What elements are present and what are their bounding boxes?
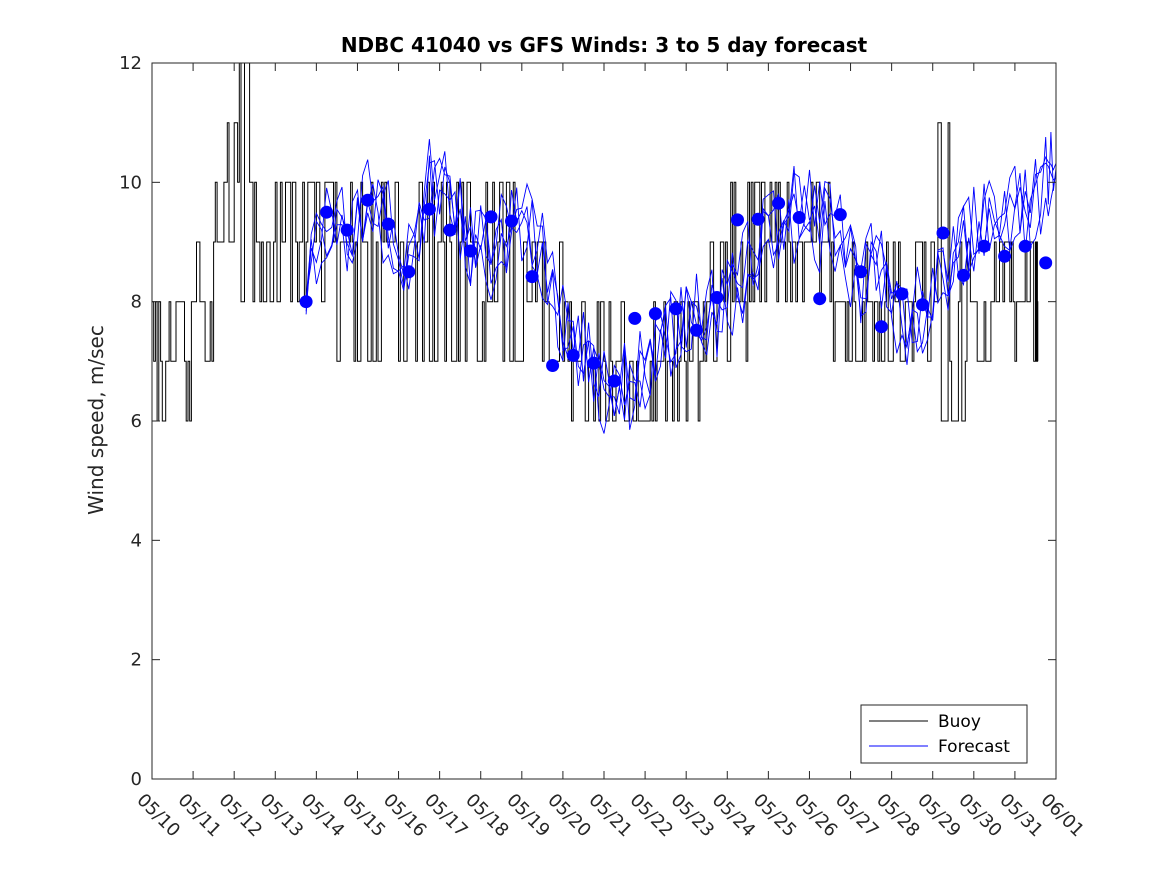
forecast-marker: [710, 291, 724, 304]
forecast-markers: [299, 193, 1053, 388]
forecast-marker: [936, 226, 950, 240]
forecast-marker: [916, 298, 929, 312]
forecast-marker: [607, 374, 621, 388]
forecast-marker: [402, 265, 416, 279]
forecast-marker: [546, 359, 560, 372]
y-tick-label: 6: [131, 411, 142, 432]
forecast-marker: [874, 320, 888, 334]
y-tick-label: 8: [131, 292, 142, 313]
forecast-marker: [690, 323, 703, 337]
y-tick-label: 10: [119, 172, 142, 193]
legend-forecast-label: Forecast: [938, 737, 1010, 757]
forecast-marker: [957, 268, 970, 282]
forecast-marker: [381, 217, 395, 231]
chart-title: NDBC 41040 vs GFS Winds: 3 to 5 day fore…: [341, 33, 868, 57]
forecast-marker: [1039, 256, 1053, 270]
forecast-marker: [895, 287, 909, 301]
y-axis-ticks: 0 2 4 6 8 10 12: [119, 53, 1056, 790]
forecast-marker: [977, 239, 991, 253]
forecast-marker: [505, 214, 518, 228]
forecast-marker: [320, 205, 334, 219]
forecast-marker: [792, 211, 806, 224]
forecast-marker: [833, 208, 847, 222]
forecast-line: [305, 131, 1057, 430]
forecast-marker: [484, 210, 498, 224]
forecast-marker: [772, 196, 786, 210]
forecast-marker: [854, 265, 868, 279]
forecast-marker: [731, 213, 744, 227]
forecast-marker: [1018, 239, 1032, 253]
forecast-line: [305, 139, 1057, 416]
forecast-marker: [340, 223, 354, 237]
plot-area: [152, 63, 1056, 779]
forecast-marker: [525, 270, 539, 284]
y-tick-label: 0: [131, 769, 142, 790]
forecast-marker: [648, 307, 662, 321]
y-axis-label: Wind speed, m/sec: [84, 325, 108, 515]
forecast-marker: [422, 202, 436, 216]
forecast-marker: [464, 244, 477, 258]
legend: Buoy Forecast: [860, 704, 1028, 764]
y-tick-label: 4: [131, 530, 142, 551]
legend-box: [860, 704, 1028, 764]
forecast-marker: [587, 356, 601, 370]
forecast-marker: [669, 302, 683, 316]
forecast-marker: [566, 348, 580, 362]
forecast-marker: [628, 311, 642, 325]
forecast-marker: [751, 212, 765, 226]
forecast-marker: [998, 249, 1012, 263]
legend-buoy-label: Buoy: [938, 712, 981, 732]
y-tick-label: 2: [131, 650, 142, 671]
forecast-marker: [361, 193, 375, 207]
forecast-marker: [299, 295, 313, 309]
y-tick-label: 12: [119, 53, 142, 74]
forecast-marker: [813, 292, 827, 306]
forecast-marker: [443, 223, 457, 237]
